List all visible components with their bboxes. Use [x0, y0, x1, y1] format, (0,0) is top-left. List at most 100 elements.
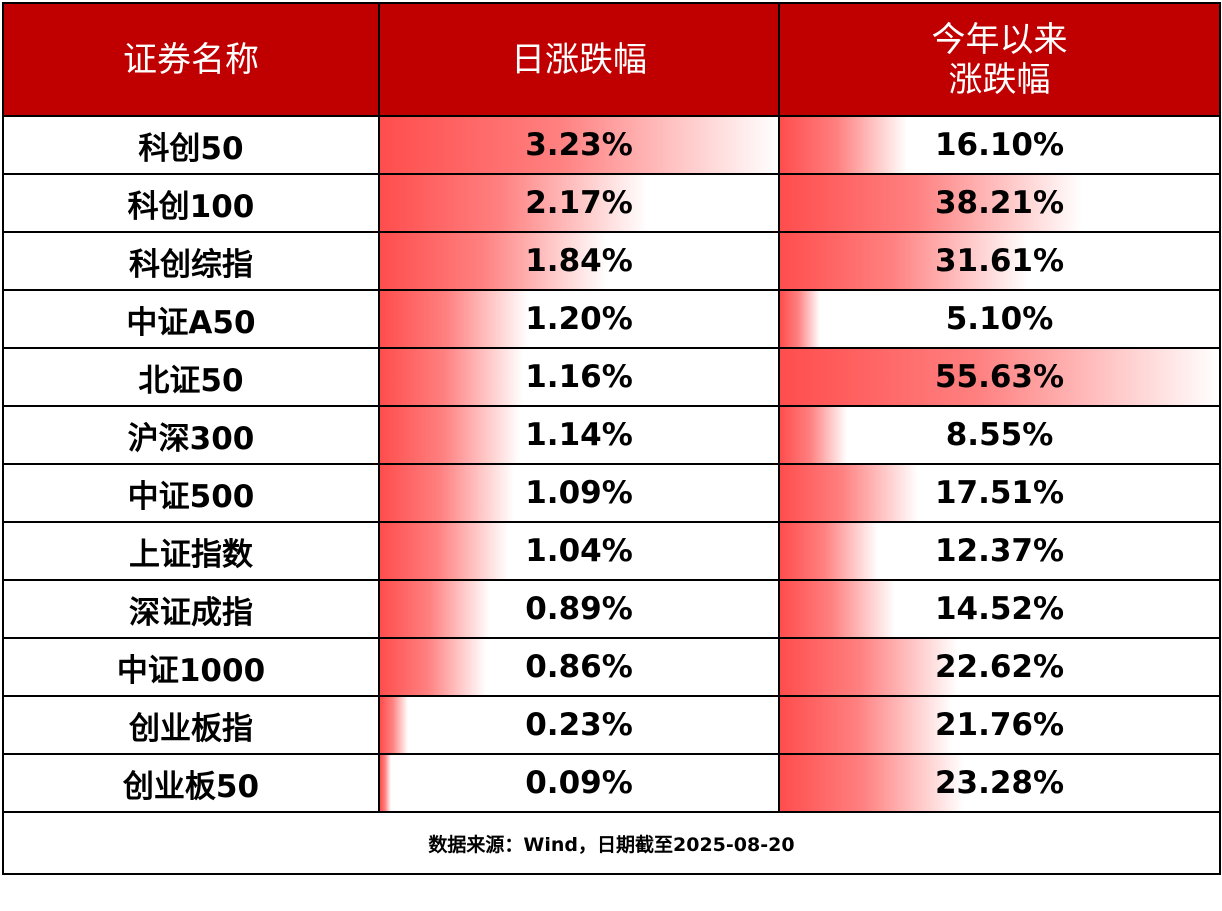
ytd-change-cell: 14.52% — [778, 579, 1221, 639]
table-row: 上证指数 1.04% 12.37% — [2, 521, 1221, 581]
ytd-change-databar — [781, 234, 1030, 288]
security-name-cell: 科创综指 — [2, 231, 380, 291]
table-row: 科创100 2.17% 38.21% — [2, 173, 1221, 233]
ytd-change-cell: 5.10% — [778, 289, 1221, 349]
ytd-change-value: 16.10% — [934, 127, 1065, 163]
daily-change-cell: 1.16% — [378, 347, 780, 407]
daily-change-databar — [381, 408, 521, 462]
daily-change-databar — [381, 640, 486, 694]
ytd-change-value: 21.76% — [934, 707, 1065, 743]
daily-change-databar — [381, 756, 392, 810]
table-row: 创业板指 0.23% 21.76% — [2, 695, 1221, 755]
daily-change-value: 0.86% — [525, 649, 633, 685]
ytd-change-databar — [781, 524, 878, 578]
security-name-cell: 深证成指 — [2, 579, 380, 639]
daily-change-cell: 1.09% — [378, 463, 780, 523]
header-daily-change-label: 日涨跌幅 — [511, 39, 647, 80]
ytd-change-value: 14.52% — [934, 591, 1065, 627]
daily-change-value: 3.23% — [525, 127, 633, 163]
daily-change-cell: 1.14% — [378, 405, 780, 465]
header-ytd-change: 今年以来 涨跌幅 — [778, 2, 1221, 117]
ytd-change-value: 22.62% — [934, 649, 1065, 685]
header-security-name: 证券名称 — [2, 2, 380, 117]
ytd-change-value: 31.61% — [934, 243, 1065, 279]
daily-change-value: 0.89% — [525, 591, 633, 627]
table-row: 中证1000 0.86% 22.62% — [2, 637, 1221, 697]
daily-change-databar — [381, 582, 490, 636]
daily-change-value: 0.09% — [525, 765, 633, 801]
daily-change-databar — [381, 466, 515, 520]
header-ytd-line1: 今年以来 — [931, 19, 1068, 60]
table-row: 中证500 1.09% 17.51% — [2, 463, 1221, 523]
ytd-change-databar — [781, 292, 821, 346]
security-name-cell: 中证500 — [2, 463, 380, 523]
ytd-change-value: 17.51% — [934, 475, 1065, 511]
ytd-change-value: 38.21% — [934, 185, 1065, 221]
header-row: 证券名称 日涨跌幅 今年以来 涨跌幅 — [2, 2, 1221, 117]
daily-change-databar — [381, 176, 648, 230]
index-returns-table: 证券名称 日涨跌幅 今年以来 涨跌幅 科创50 3.23% 16.10% 科创100 2… — [2, 2, 1221, 875]
header-ytd-line2: 涨跌幅 — [948, 59, 1051, 100]
table-row: 创业板50 0.09% 23.28% — [2, 753, 1221, 813]
security-name-cell: 科创50 — [2, 115, 380, 175]
ytd-change-databar — [781, 350, 1218, 404]
header-security-name-label: 证券名称 — [123, 39, 259, 80]
ytd-change-databar — [781, 756, 964, 810]
ytd-change-cell: 16.10% — [778, 115, 1221, 175]
ytd-change-cell: 23.28% — [778, 753, 1221, 813]
security-name-cell: 沪深300 — [2, 405, 380, 465]
table-row: 深证成指 0.89% 14.52% — [2, 579, 1221, 639]
daily-change-cell: 1.84% — [378, 231, 780, 291]
daily-change-cell: 1.20% — [378, 289, 780, 349]
ytd-change-databar — [781, 466, 919, 520]
daily-change-value: 1.84% — [525, 243, 633, 279]
ytd-change-databar — [781, 176, 1082, 230]
table-row: 科创综指 1.84% 31.61% — [2, 231, 1221, 291]
daily-change-databar — [381, 524, 509, 578]
daily-change-value: 1.20% — [525, 301, 633, 337]
source-note: 数据来源：Wind，日期截至2025-08-20 — [2, 811, 1221, 875]
ytd-change-cell: 8.55% — [778, 405, 1221, 465]
ytd-change-cell: 21.76% — [778, 695, 1221, 755]
daily-change-cell: 2.17% — [378, 173, 780, 233]
ytd-change-value: 8.55% — [945, 417, 1054, 453]
security-name-cell: 科创100 — [2, 173, 380, 233]
daily-change-cell: 3.23% — [378, 115, 780, 175]
daily-change-value: 1.04% — [525, 533, 633, 569]
daily-change-value: 1.16% — [525, 359, 633, 395]
ytd-change-value: 55.63% — [934, 359, 1065, 395]
ytd-change-cell: 31.61% — [778, 231, 1221, 291]
daily-change-value: 1.14% — [525, 417, 633, 453]
daily-change-value: 0.23% — [525, 707, 633, 743]
ytd-change-databar — [781, 118, 908, 172]
ytd-change-databar — [781, 582, 895, 636]
daily-change-databar — [381, 234, 607, 288]
table-row: 中证A50 1.20% 5.10% — [2, 289, 1221, 349]
daily-change-databar — [381, 292, 528, 346]
daily-change-cell: 1.04% — [378, 521, 780, 581]
daily-change-cell: 0.86% — [378, 637, 780, 697]
daily-change-databar — [381, 350, 523, 404]
ytd-change-cell: 22.62% — [778, 637, 1221, 697]
daily-change-databar — [381, 698, 409, 752]
daily-change-value: 1.09% — [525, 475, 633, 511]
security-name-cell: 中证1000 — [2, 637, 380, 697]
ytd-change-value: 5.10% — [945, 301, 1054, 337]
table-row: 北证50 1.16% 55.63% — [2, 347, 1221, 407]
ytd-change-value: 12.37% — [934, 533, 1065, 569]
ytd-change-cell: 55.63% — [778, 347, 1221, 407]
daily-change-value: 2.17% — [525, 185, 633, 221]
daily-change-cell: 0.09% — [378, 753, 780, 813]
security-name-cell: 创业板50 — [2, 753, 380, 813]
header-daily-change: 日涨跌幅 — [378, 2, 780, 117]
daily-change-cell: 0.89% — [378, 579, 780, 639]
ytd-change-value: 23.28% — [934, 765, 1065, 801]
security-name-cell: 创业板指 — [2, 695, 380, 755]
security-name-cell: 上证指数 — [2, 521, 380, 581]
security-name-cell: 中证A50 — [2, 289, 380, 349]
security-name-cell: 北证50 — [2, 347, 380, 407]
daily-change-cell: 0.23% — [378, 695, 780, 755]
ytd-change-databar — [781, 698, 952, 752]
table-body: 科创50 3.23% 16.10% 科创100 2.17% 38.21% 科创综指 1.84%… — [2, 115, 1221, 813]
